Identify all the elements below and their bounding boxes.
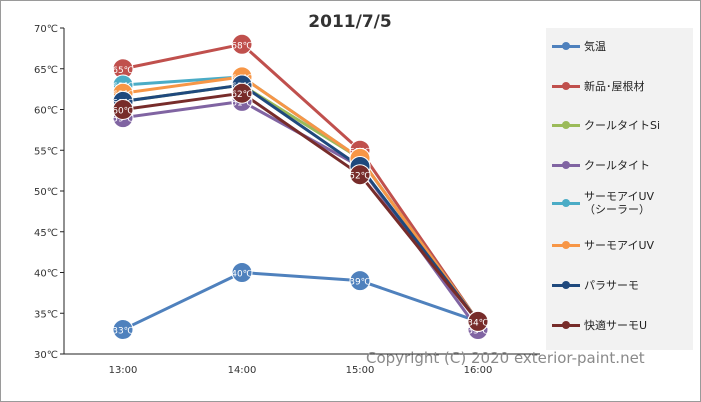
legend-label: 気温	[584, 39, 606, 53]
series-line	[122, 99, 480, 331]
data-label: 60℃	[112, 107, 134, 117]
data-label: 40℃	[231, 270, 253, 280]
legend-item: パラサーモ	[552, 275, 639, 295]
data-label: 52℃	[349, 172, 371, 182]
series-line	[122, 271, 479, 331]
legend-marker	[552, 239, 580, 251]
legend-item: クールタイト	[552, 155, 650, 175]
legend-marker	[552, 80, 580, 92]
legend-marker	[552, 119, 580, 131]
legend-marker	[552, 40, 580, 52]
x-tick-label: 15:00	[346, 365, 375, 376]
series-line	[122, 75, 480, 323]
data-label: 39℃	[349, 278, 371, 288]
legend-label: サーモアイUV （シーラー）	[584, 190, 655, 216]
legend-item: 快適サーモU	[552, 315, 647, 335]
copyright-watermark: Copyright (C) 2020 exterior-paint.net	[366, 349, 645, 367]
legend-label: クールタイトSi	[584, 118, 661, 132]
data-point	[467, 310, 489, 332]
y-tick-label: 40℃	[34, 269, 58, 280]
data-label: 33℃	[112, 327, 134, 337]
y-tick-label: 45℃	[34, 228, 58, 239]
data-point	[349, 270, 371, 292]
legend-marker	[552, 319, 580, 331]
data-label: 34℃	[467, 318, 489, 328]
legend-item: サーモアイUV	[552, 235, 654, 255]
y-tick-label: 65℃	[34, 65, 58, 76]
legend-item: サーモアイUV （シーラー）	[552, 190, 655, 216]
legend-label: 新品･屋根材	[584, 79, 645, 93]
legend: 気温新品･屋根材クールタイトSi クールタイトサーモアイUV （シーラー） サーモア…	[546, 28, 693, 350]
y-tick-label: 70℃	[34, 24, 58, 35]
x-tick-label: 14:00	[228, 365, 257, 376]
data-point	[349, 164, 371, 186]
y-tick-label: 30℃	[34, 350, 58, 361]
legend-marker	[552, 159, 580, 171]
series-line	[122, 75, 480, 323]
y-tick-label: 35℃	[34, 309, 58, 320]
x-tick-label: 16:00	[464, 365, 493, 376]
x-tick-label: 13:00	[109, 365, 138, 376]
legend-label: パラサーモ	[584, 278, 639, 292]
series-line	[122, 83, 480, 323]
data-point	[231, 262, 253, 283]
data-label: 62℃	[231, 90, 253, 100]
data-label: 65℃	[112, 66, 134, 76]
series-line	[122, 83, 480, 323]
legend-item: クールタイトSi	[552, 115, 660, 135]
series-line	[122, 91, 480, 323]
legend-marker	[552, 197, 580, 209]
legend-marker	[552, 279, 580, 291]
legend-item: 気温	[552, 36, 606, 56]
data-label: 68℃	[231, 41, 253, 51]
legend-label: クールタイト	[584, 158, 650, 172]
data-point	[112, 99, 134, 120]
legend-label: 快適サーモU	[584, 318, 648, 332]
legend-label: サーモアイUV	[584, 238, 655, 252]
y-tick-label: 60℃	[34, 106, 58, 117]
y-tick-label: 50℃	[34, 187, 58, 198]
series-line	[122, 42, 480, 323]
data-point	[112, 319, 134, 341]
chart-title: 2011/7/5	[308, 12, 392, 32]
data-point	[231, 82, 253, 104]
legend-item: 新品･屋根材	[552, 76, 645, 96]
data-point	[231, 33, 253, 55]
y-tick-label: 55℃	[34, 146, 58, 157]
